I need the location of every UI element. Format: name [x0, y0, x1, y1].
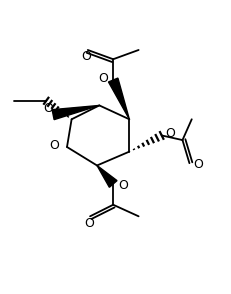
Text: O: O [49, 139, 59, 152]
Text: O: O [118, 179, 128, 192]
Text: O: O [44, 102, 53, 115]
Text: O: O [82, 50, 91, 64]
Text: O: O [98, 72, 108, 85]
Text: O: O [84, 217, 94, 230]
Text: O: O [166, 127, 175, 140]
Polygon shape [109, 78, 129, 119]
Polygon shape [97, 166, 117, 187]
Polygon shape [52, 106, 99, 120]
Text: O: O [194, 158, 204, 171]
